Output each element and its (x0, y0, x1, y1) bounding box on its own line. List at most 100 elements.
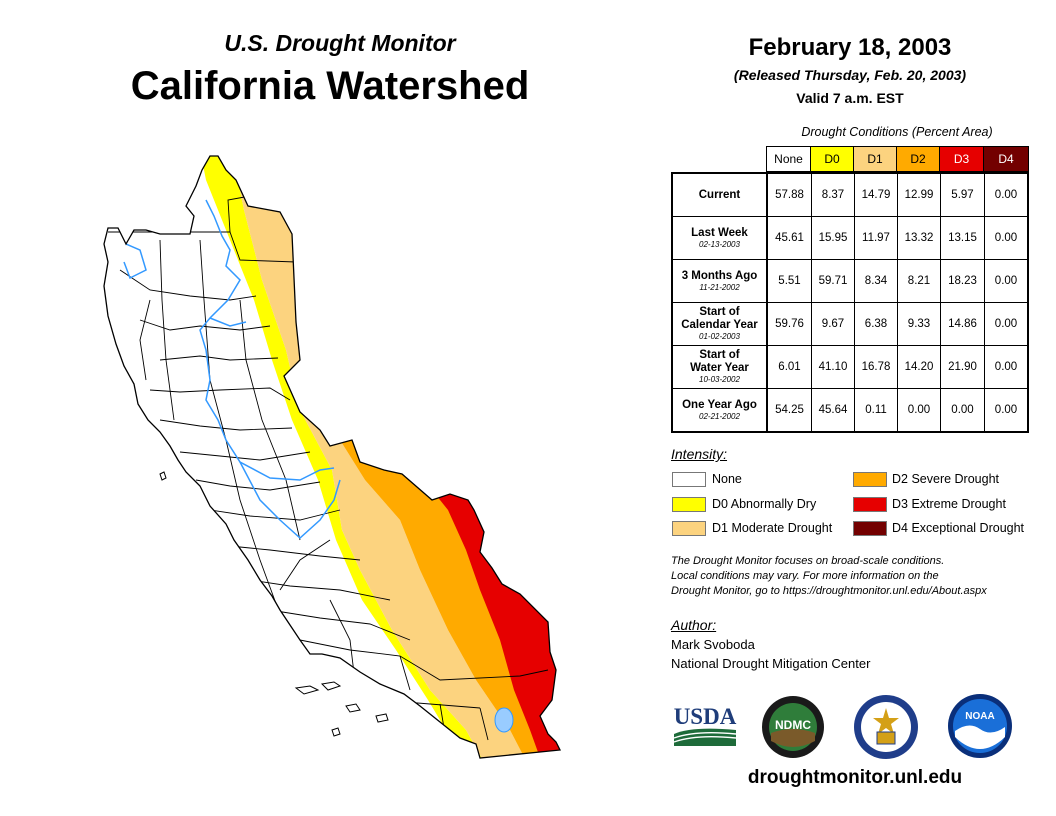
author-name: Mark Svoboda (671, 637, 755, 652)
cell-d0: 41.10 (812, 346, 855, 388)
cell-d1: 8.34 (855, 260, 898, 302)
table-row: Last Week 02-13-2003 45.61 15.95 11.97 1… (673, 217, 1027, 260)
row-date: 10-03-2002 (699, 375, 740, 384)
cell-d4: 0.00 (994, 318, 1018, 330)
cell-d2: 9.33 (898, 303, 941, 345)
california-watershed-map (103, 155, 561, 759)
cell-none: 45.61 (768, 217, 812, 259)
usda-logo-text: USDA (674, 704, 737, 729)
legend-swatch-d1 (672, 521, 706, 536)
cell-d3: 13.15 (941, 217, 985, 259)
cell-d4: 0.00 (994, 189, 1018, 201)
legend-swatch-d4 (853, 521, 887, 536)
row-label-text: Start of Water Year (690, 349, 749, 374)
noaa-logo: NOAA (948, 694, 1012, 758)
legend-label-d2: D2 Severe Drought (892, 472, 1000, 486)
channel-islands (159, 471, 389, 737)
cell-d1: 16.78 (855, 346, 898, 388)
valid-time: Valid 7 a.m. EST (796, 90, 904, 106)
legend-label-none: None (712, 472, 742, 486)
cell-d0: 9.67 (812, 303, 855, 345)
table-row: 3 Months Ago 11-21-2002 5.51 59.71 8.34 … (673, 260, 1027, 303)
rivers (123, 199, 341, 540)
legend-swatch-none (672, 472, 706, 487)
legend-swatch-d3 (853, 497, 887, 512)
note-line: Drought Monitor, go to https://droughtmo… (671, 585, 987, 597)
table-caption: Drought Conditions (Percent Area) (801, 125, 993, 139)
d0-area (200, 156, 494, 758)
row-date: 11-21-2002 (699, 282, 740, 292)
ndmc-logo-text: NDMC (775, 718, 811, 732)
row-label: 3 Months Ago 11-21-2002 (673, 260, 768, 302)
cell-d0: 8.37 (812, 174, 855, 216)
cell-d0: 15.95 (812, 217, 855, 259)
legend-title: Intensity: (671, 446, 728, 462)
lake-icon (494, 707, 514, 733)
legend-label-d0: D0 Abnormally Dry (712, 497, 817, 511)
cell-d1: 11.97 (855, 217, 898, 259)
cell-none: 59.76 (768, 303, 812, 345)
row-label: One Year Ago 02-21-2002 (673, 389, 768, 431)
cell-d2: 13.32 (898, 217, 941, 259)
row-date: 02-21-2002 (699, 411, 740, 421)
cell-d4: 0.00 (994, 232, 1018, 244)
row-label: Last Week 02-13-2003 (673, 217, 768, 259)
cell-d2: 14.20 (898, 346, 941, 388)
row-label: Current (673, 174, 768, 216)
ndmc-logo: NDMC (762, 696, 824, 758)
cell-d0: 45.64 (812, 389, 855, 431)
cell-d2: 0.00 (898, 389, 941, 431)
column-header-d2: D2 (896, 146, 940, 172)
row-label-text: Current (698, 188, 741, 201)
cell-d1: 6.38 (855, 303, 898, 345)
table-row: One Year Ago 02-21-2002 54.25 45.64 0.11… (673, 389, 1027, 431)
row-label-text: Last Week (691, 226, 748, 239)
author-organization: National Drought Mitigation Center (671, 656, 871, 671)
column-header-d3: D3 (939, 146, 984, 172)
cell-d1: 0.11 (855, 389, 898, 431)
legend-label-d3: D3 Extreme Drought (892, 497, 1006, 511)
note-line: Local conditions may vary. For more info… (671, 570, 939, 582)
usda-logo: USDA (674, 704, 737, 746)
cell-d4: 0.00 (994, 361, 1018, 373)
cell-d3: 18.23 (941, 260, 985, 302)
cell-d2: 12.99 (898, 174, 941, 216)
cell-d3: 21.90 (941, 346, 985, 388)
row-label-text: One Year Ago (682, 398, 757, 411)
website-link[interactable]: droughtmonitor.unl.edu (747, 767, 963, 788)
cell-d0: 59.71 (812, 260, 855, 302)
map-title: California Watershed (130, 64, 530, 108)
column-header-d4: D4 (983, 146, 1029, 172)
row-date: 01-02-2003 (699, 332, 740, 341)
cell-d1: 14.79 (855, 174, 898, 216)
release-date: (Released Thursday, Feb. 20, 2003) (733, 67, 967, 83)
author-heading: Author: (671, 617, 717, 633)
legend-label-d1: D1 Moderate Drought (712, 521, 833, 535)
cell-d3: 5.97 (941, 174, 985, 216)
cell-none: 54.25 (768, 389, 812, 431)
legend-swatch-d0 (672, 497, 706, 512)
column-header-d0: D0 (810, 146, 854, 172)
cell-none: 6.01 (768, 346, 812, 388)
row-label-text: 3 Months Ago (681, 269, 758, 282)
cell-d4: 0.00 (994, 275, 1018, 287)
noaa-logo-text: NOAA (965, 711, 994, 722)
column-header-none: None (766, 146, 811, 172)
map-date: February 18, 2003 (748, 34, 952, 61)
cell-d2: 8.21 (898, 260, 941, 302)
row-date: 02-13-2003 (699, 239, 740, 249)
cell-d3: 0.00 (941, 389, 985, 431)
table-row: Start of Calendar Year 01-02-2003 59.76 … (673, 303, 1027, 346)
cell-none: 57.88 (768, 174, 812, 216)
cell-d4: 0.00 (994, 404, 1018, 416)
row-label-text: Start of Calendar Year (681, 306, 758, 331)
table-row: Start of Water Year 10-03-2002 6.01 41.1… (673, 346, 1027, 389)
row-label: Start of Calendar Year 01-02-2003 (673, 303, 768, 345)
cell-d3: 14.86 (941, 303, 985, 345)
drought-conditions-table: Current 57.88 8.37 14.79 12.99 5.97 0.00… (671, 172, 1029, 433)
row-label: Start of Water Year 10-03-2002 (673, 346, 768, 388)
column-header-d1: D1 (853, 146, 897, 172)
legend-swatch-d2 (853, 472, 887, 487)
commerce-seal-logo (854, 695, 918, 759)
legend-label-d4: D4 Exceptional Drought (892, 521, 1025, 535)
